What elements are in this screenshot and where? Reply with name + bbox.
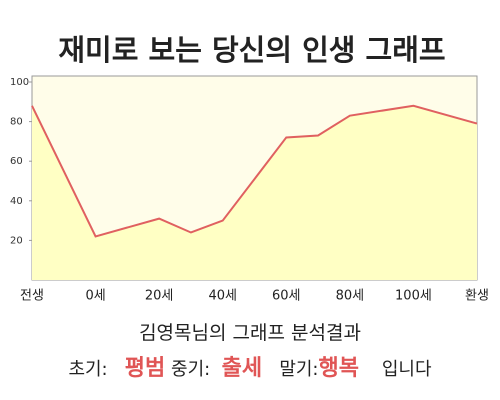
- summary-line: 초기: 평범 중기: 출세 말기:행복 입니다: [0, 350, 500, 382]
- y-tick-label: 60: [10, 156, 23, 167]
- line: [31, 104, 478, 238]
- y-tick-label: 80: [10, 117, 23, 128]
- result: 행복: [318, 356, 359, 381]
- x-tick-label: 환생: [465, 289, 489, 304]
- result: 평범: [124, 356, 166, 381]
- label: 입니다: [381, 359, 432, 380]
- label: 말기:: [279, 359, 319, 380]
- label: 초기:: [68, 359, 108, 380]
- summary-heading: 김영목님의 그래프 분석결과: [139, 322, 361, 344]
- area: [32, 105, 477, 280]
- x-tick-label: 80세: [336, 289, 365, 304]
- x-tick-label: 60세: [272, 289, 301, 304]
- result: 출세: [221, 356, 263, 381]
- x-tick-label: 전생: [20, 289, 44, 304]
- y-tick-label: 100: [10, 77, 29, 88]
- x-tick-label: 100세: [395, 289, 432, 304]
- x-tick-label: 20세: [145, 289, 174, 304]
- x-tick-label: 40세: [208, 289, 237, 304]
- chart: 재미로 보는 당신의 인생 그래프 20 40 60 80 100 전생 0세 20세 40세 6…: [10, 33, 489, 304]
- chart-title: 재미로 보는 당신의 인생 그래프: [58, 33, 445, 67]
- y-tick-label: 20: [10, 235, 23, 246]
- y-tick-label: 40: [10, 196, 23, 207]
- label: 중기:: [171, 359, 211, 380]
- x-tick-label: 0세: [85, 289, 105, 304]
